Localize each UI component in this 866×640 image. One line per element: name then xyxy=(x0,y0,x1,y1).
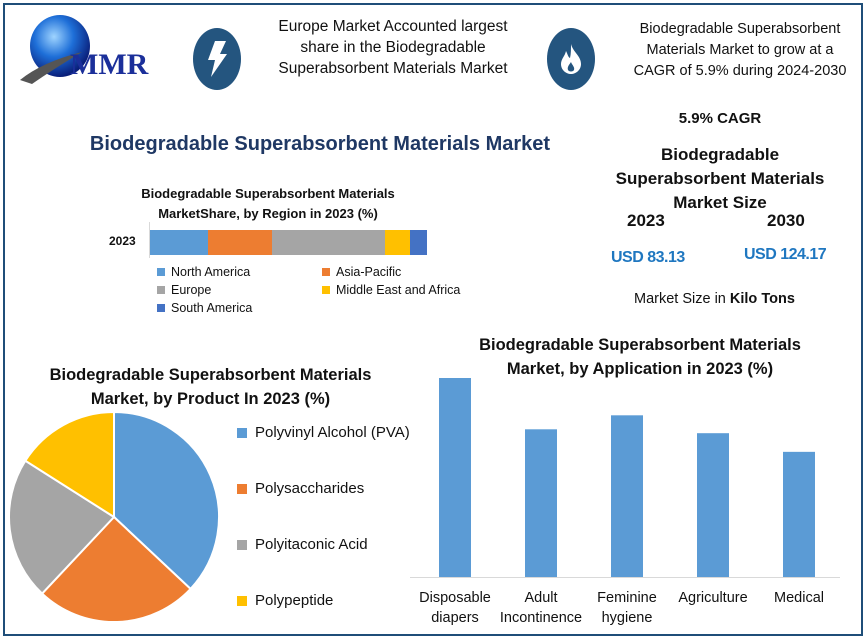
region-legend-item: Europe xyxy=(157,283,211,297)
product-legend-item: Polysaccharides xyxy=(237,480,364,497)
legend-label: Polyvinyl Alcohol (PVA) xyxy=(255,424,410,441)
legend-swatch xyxy=(157,304,165,312)
globe-icon: MMR xyxy=(20,15,149,84)
cagr-label: 5.9% CAGR xyxy=(678,110,762,127)
application-bar xyxy=(611,415,643,577)
region-legend-item: Middle East and Africa xyxy=(322,283,460,297)
market-size-title: Biodegradable Superabsorbent Materials M… xyxy=(615,145,825,212)
legend-label: Asia-Pacific xyxy=(336,265,402,279)
region-legend-item: Asia-Pacific xyxy=(322,265,401,279)
application-chart-title: Biodegradable Superabsorbent Materials M… xyxy=(479,336,801,378)
value-2023: USD 83.13 xyxy=(611,249,685,266)
legend-swatch xyxy=(157,286,165,294)
value-2030: USD 124.17 xyxy=(744,246,827,263)
application-bar xyxy=(783,451,815,577)
application-x-label: Feminine hygiene xyxy=(577,588,677,628)
legend-swatch xyxy=(322,268,330,276)
region-chart-title: Biodegradable Superabsorbent Materials M… xyxy=(141,186,395,221)
mmr-logo: MMR xyxy=(12,12,177,87)
pie-slice-polypeptide xyxy=(23,410,115,519)
application-x-label: Adult Incontinence xyxy=(491,588,591,628)
region-legend-item: South America xyxy=(157,301,252,315)
application-x-label: Agriculture xyxy=(663,588,763,608)
region-bar-segment-north-america xyxy=(150,230,209,255)
legend-label: Polypeptide xyxy=(255,592,334,609)
unit-bold: Kilo Tons xyxy=(729,291,795,307)
lightning-bolt-icon xyxy=(193,28,241,90)
application-bar xyxy=(525,429,557,577)
highlight-europe: Europe Market Accounted largest share in… xyxy=(278,18,508,77)
frame-border xyxy=(3,3,863,636)
region-legend-item: North America xyxy=(157,265,250,279)
product-legend-item: Polyvinyl Alcohol (PVA) xyxy=(237,424,410,441)
product-pie-chart xyxy=(8,410,220,623)
legend-label: Middle East and Africa xyxy=(336,283,461,297)
unit-prefix: Market Size in xyxy=(634,291,730,307)
product-chart-title: Biodegradable Superabsorbent Materials M… xyxy=(49,366,372,408)
legend-label: Europe xyxy=(171,283,212,297)
pie-slice-polyitaconic-acid xyxy=(8,459,116,595)
application-bar xyxy=(697,433,729,577)
highlight-cagr: Biodegradable Superabsorbent Materials M… xyxy=(633,21,847,79)
legend-label: North America xyxy=(171,265,251,279)
legend-label: Polyitaconic Acid xyxy=(255,536,368,553)
region-bar-segment-europe xyxy=(271,230,386,255)
legend-swatch xyxy=(237,539,247,550)
x-label-line: Feminine xyxy=(597,590,657,606)
region-bar-segment-asia-pacific xyxy=(208,230,272,255)
legend-swatch xyxy=(237,483,247,494)
legend-swatch xyxy=(237,595,247,606)
region-category-label: 2023 xyxy=(109,234,136,248)
region-bar-segment-south-america xyxy=(410,230,427,255)
pie-slice-polyvinyl-alcohol-pva- xyxy=(113,410,220,591)
legend-swatch xyxy=(237,427,247,438)
x-label-line: Disposable xyxy=(419,590,491,606)
region-axis-line xyxy=(149,222,150,258)
unit-label: Market Size in Kilo Tons xyxy=(634,291,795,307)
x-label-line: hygiene xyxy=(601,610,653,626)
pie-slice-polysaccharides xyxy=(40,515,192,623)
legend-swatch xyxy=(322,286,330,294)
application-x-label: Medical xyxy=(749,588,849,608)
region-bar-segment-middle-east-and-africa xyxy=(385,230,411,255)
legend-label: South America xyxy=(171,301,253,315)
x-label-line: Adult xyxy=(524,590,558,606)
region-stacked-bar xyxy=(150,230,427,255)
main-title: Biodegradable Superabsorbent Materials M… xyxy=(89,133,551,155)
year-2023: 2023 xyxy=(627,211,665,230)
application-bar-chart xyxy=(410,378,840,578)
x-label-line: Medical xyxy=(774,590,824,606)
x-label-line: diapers xyxy=(431,610,479,626)
application-x-label: Disposable diapers xyxy=(405,588,505,628)
legend-swatch xyxy=(157,268,165,276)
logo-text: MMR xyxy=(70,48,149,81)
year-2030: 2030 xyxy=(767,211,805,230)
product-legend-item: Polyitaconic Acid xyxy=(237,536,368,553)
application-bar xyxy=(439,378,471,577)
legend-label: Polysaccharides xyxy=(255,480,365,497)
product-legend-item: Polypeptide xyxy=(237,592,333,609)
x-label-line: Agriculture xyxy=(678,590,748,606)
x-label-line: Incontinence xyxy=(499,610,583,626)
flame-icon xyxy=(547,28,595,90)
